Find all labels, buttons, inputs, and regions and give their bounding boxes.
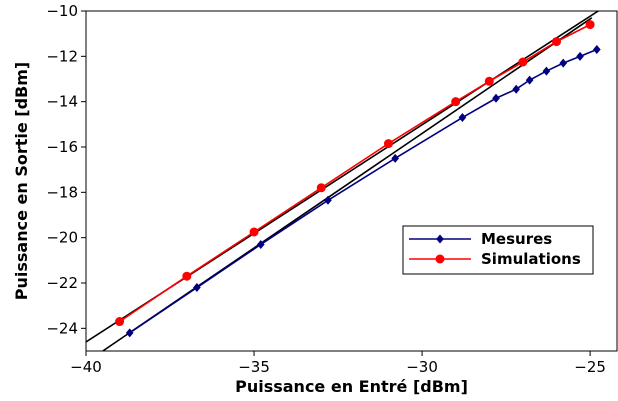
y-tick-label: −18 [46, 183, 78, 201]
x-tick-label: −30 [406, 358, 438, 376]
data-point-simulations [518, 57, 528, 67]
data-point-simulations [182, 271, 192, 281]
data-point-simulations [383, 139, 393, 149]
y-tick-label: −12 [46, 47, 78, 65]
data-point-mesures [576, 51, 584, 61]
y-tick-label: −24 [46, 319, 78, 337]
data-point-simulations [249, 227, 259, 237]
x-tick-label: −40 [70, 358, 102, 376]
y-tick-label: −16 [46, 138, 78, 156]
data-point-mesures [559, 58, 568, 68]
data-point-mesures [125, 328, 134, 338]
data-point-mesures [193, 283, 201, 293]
data-point-mesures [512, 84, 521, 94]
data-point-simulations [484, 76, 494, 86]
y-tick-label: −14 [46, 93, 78, 111]
data-point-mesures [542, 66, 551, 76]
data-point-simulations [316, 183, 326, 193]
data-point-mesures [492, 93, 500, 103]
reference-lines [86, 11, 600, 351]
data-point-mesures [593, 45, 601, 55]
y-tick-label: −22 [46, 274, 78, 292]
legend-label-mesures: Mesures [481, 230, 552, 248]
x-tick-label: −25 [574, 358, 606, 376]
x-axis: −40 −35 −30 −25 [70, 351, 606, 376]
data-point-mesures [256, 239, 265, 249]
data-point-mesures [391, 153, 400, 163]
y-axis: −24 −22 −20 −18 −16 −14 −12 −10 [46, 2, 86, 337]
plot-frame [85, 10, 618, 352]
x-tick-label: −35 [238, 358, 270, 376]
data-point-simulations [585, 20, 595, 30]
legend: Mesures Simulations [402, 225, 594, 275]
series-layer [115, 20, 601, 338]
series-line-mesures [129, 48, 598, 334]
series-line-simulations [119, 23, 591, 323]
data-point-mesures [525, 75, 534, 85]
x-axis-title: Puissance en Entré [dBm] [235, 377, 468, 396]
y-axis-title: Puissance en Sortie [dBm] [12, 62, 31, 300]
data-point-mesures [458, 113, 467, 123]
legend-marker-mesures [436, 234, 444, 244]
y-tick-label: −10 [46, 2, 78, 20]
data-point-simulations [451, 97, 461, 107]
data-point-simulations [552, 37, 562, 47]
data-point-mesures [324, 195, 332, 205]
legend-marker-simulations [435, 254, 445, 264]
data-point-simulations [115, 317, 125, 327]
legend-box [402, 225, 594, 275]
legend-label-simulations: Simulations [481, 250, 581, 268]
y-tick-label: −20 [46, 229, 78, 247]
